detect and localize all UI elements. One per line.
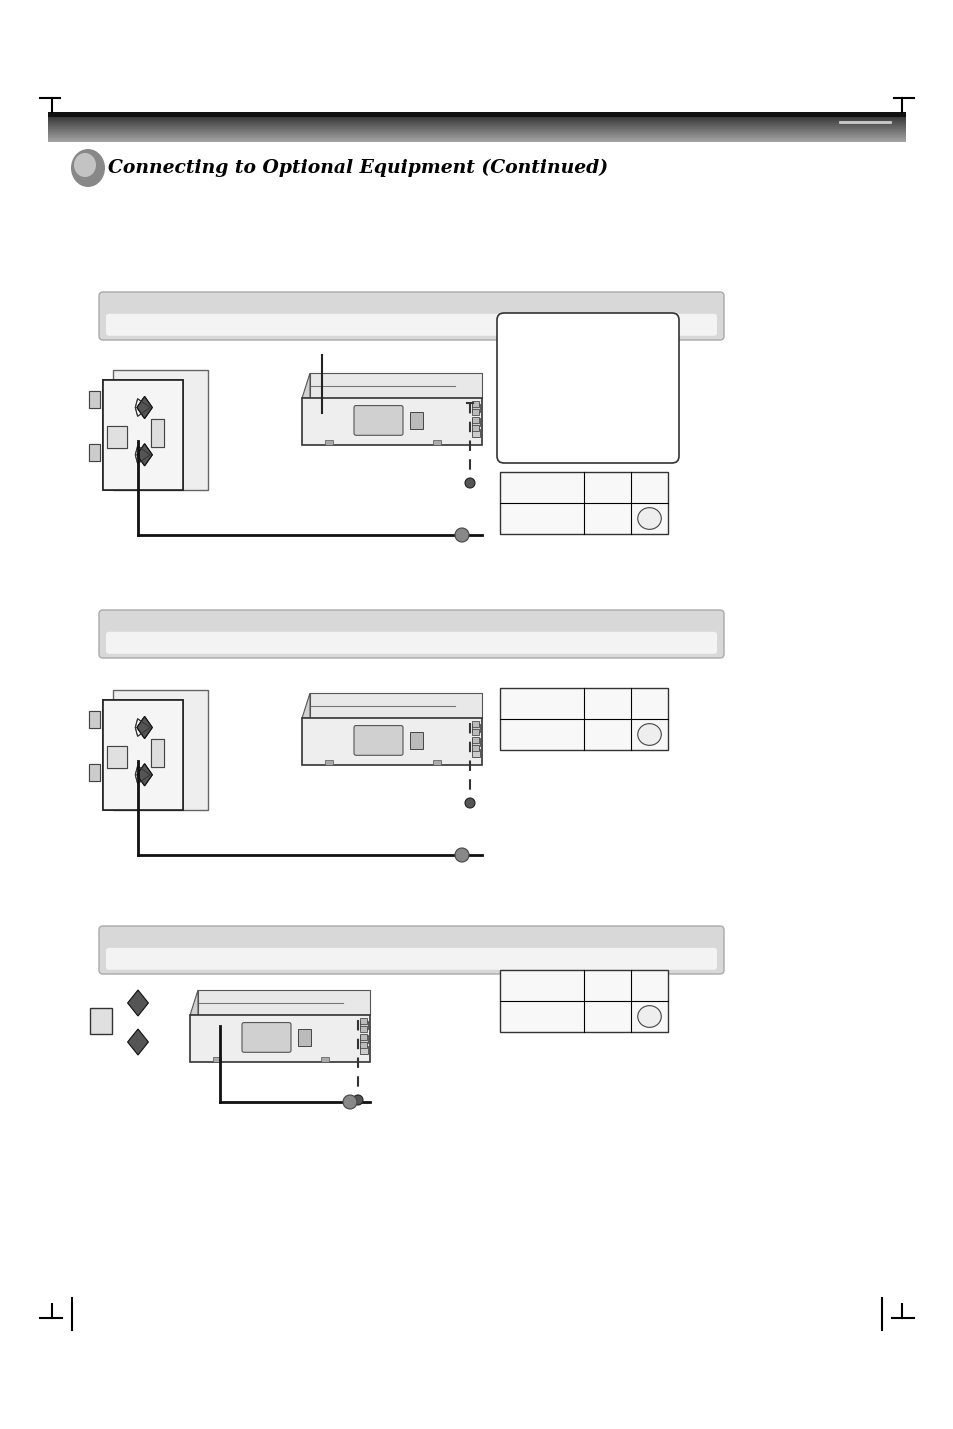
- Bar: [89, 763, 100, 780]
- FancyBboxPatch shape: [354, 726, 402, 756]
- FancyBboxPatch shape: [242, 1023, 291, 1052]
- Polygon shape: [310, 693, 481, 719]
- Polygon shape: [190, 990, 198, 1015]
- Circle shape: [464, 797, 475, 807]
- Bar: [325, 440, 333, 444]
- FancyBboxPatch shape: [106, 632, 717, 654]
- Bar: [107, 746, 127, 769]
- Bar: [48, 111, 905, 117]
- Bar: [472, 417, 478, 423]
- Bar: [103, 380, 183, 490]
- Bar: [151, 419, 164, 446]
- Bar: [472, 722, 478, 727]
- Bar: [410, 732, 422, 749]
- Bar: [107, 426, 127, 449]
- Bar: [472, 737, 479, 746]
- Bar: [90, 1007, 112, 1035]
- Bar: [297, 1029, 311, 1046]
- Bar: [359, 1019, 367, 1025]
- Circle shape: [455, 847, 469, 862]
- Bar: [325, 760, 333, 765]
- Polygon shape: [137, 444, 152, 466]
- Polygon shape: [137, 763, 152, 786]
- Bar: [472, 426, 478, 432]
- Bar: [359, 1026, 367, 1032]
- Circle shape: [464, 477, 475, 487]
- Polygon shape: [137, 716, 152, 739]
- Polygon shape: [128, 990, 149, 1016]
- Bar: [213, 1057, 221, 1062]
- Polygon shape: [302, 693, 310, 719]
- Bar: [359, 1046, 368, 1055]
- Polygon shape: [137, 444, 152, 466]
- Bar: [499, 687, 667, 750]
- Polygon shape: [137, 396, 152, 419]
- Bar: [472, 409, 478, 416]
- Bar: [472, 402, 478, 407]
- Bar: [472, 723, 479, 732]
- Bar: [112, 370, 208, 490]
- Polygon shape: [310, 373, 481, 399]
- Polygon shape: [137, 763, 152, 786]
- Bar: [190, 1015, 370, 1062]
- FancyBboxPatch shape: [354, 406, 402, 436]
- Ellipse shape: [71, 149, 105, 187]
- Bar: [302, 719, 481, 765]
- Ellipse shape: [638, 507, 660, 529]
- Bar: [472, 737, 478, 743]
- Bar: [359, 1035, 367, 1040]
- Ellipse shape: [638, 1006, 660, 1027]
- Bar: [472, 417, 479, 426]
- Bar: [89, 712, 100, 727]
- Bar: [107, 746, 127, 769]
- Bar: [107, 426, 127, 449]
- Bar: [433, 440, 440, 444]
- Bar: [359, 1020, 368, 1029]
- Polygon shape: [137, 716, 152, 739]
- Bar: [151, 739, 164, 766]
- Bar: [359, 1035, 368, 1043]
- Bar: [151, 739, 164, 766]
- Ellipse shape: [74, 153, 96, 177]
- Bar: [359, 1042, 367, 1049]
- Bar: [89, 444, 100, 460]
- Text: Connecting to Optional Equipment (Continued): Connecting to Optional Equipment (Contin…: [108, 159, 607, 177]
- Bar: [410, 412, 422, 429]
- Bar: [89, 392, 100, 409]
- Bar: [89, 712, 100, 727]
- Polygon shape: [302, 373, 310, 399]
- Bar: [89, 392, 100, 409]
- Bar: [499, 970, 667, 1032]
- Polygon shape: [137, 396, 152, 419]
- FancyBboxPatch shape: [106, 947, 717, 970]
- Polygon shape: [198, 990, 370, 1015]
- Bar: [103, 700, 183, 810]
- Bar: [89, 763, 100, 780]
- Circle shape: [455, 527, 469, 542]
- Circle shape: [353, 1095, 363, 1105]
- Bar: [433, 760, 440, 765]
- Ellipse shape: [638, 723, 660, 746]
- Bar: [302, 399, 481, 444]
- Bar: [472, 403, 479, 412]
- FancyBboxPatch shape: [99, 610, 723, 657]
- FancyBboxPatch shape: [99, 926, 723, 975]
- Bar: [103, 380, 183, 490]
- Bar: [103, 700, 183, 810]
- Circle shape: [343, 1095, 356, 1109]
- Polygon shape: [128, 1029, 149, 1055]
- Bar: [472, 749, 479, 757]
- Bar: [151, 419, 164, 446]
- Bar: [472, 429, 479, 437]
- Bar: [320, 1057, 329, 1062]
- FancyBboxPatch shape: [106, 314, 717, 336]
- Bar: [499, 472, 667, 534]
- Bar: [89, 444, 100, 460]
- FancyBboxPatch shape: [497, 313, 679, 463]
- Bar: [472, 729, 478, 735]
- FancyBboxPatch shape: [99, 292, 723, 340]
- Bar: [112, 690, 208, 810]
- Bar: [472, 745, 478, 752]
